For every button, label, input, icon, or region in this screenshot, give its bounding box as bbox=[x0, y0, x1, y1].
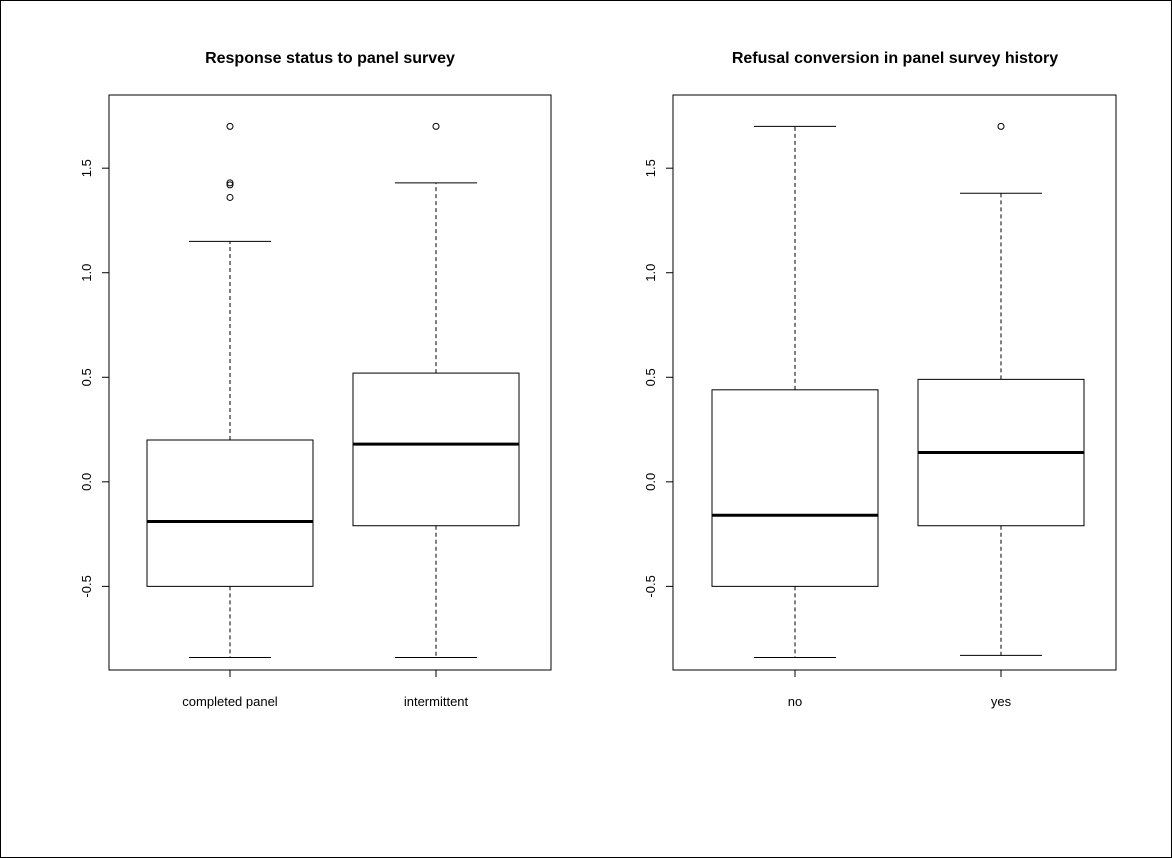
x-tick-label: no bbox=[788, 694, 802, 709]
plot-area-frame bbox=[108, 94, 552, 671]
outlier-point bbox=[226, 179, 234, 187]
chart-title-refusal-conversion: Refusal conversion in panel survey histo… bbox=[732, 50, 1058, 67]
box-completed-panel bbox=[146, 122, 314, 658]
box-intermittent bbox=[352, 122, 520, 658]
x-tick-label: completed panel bbox=[182, 694, 278, 709]
y-tick-label: 1.5 bbox=[79, 159, 94, 177]
interquartile-box bbox=[352, 372, 520, 527]
plot-area-frame bbox=[672, 94, 1117, 671]
outlier-point bbox=[226, 122, 234, 130]
x-tick-label: intermittent bbox=[404, 694, 469, 709]
x-tick-label: yes bbox=[991, 694, 1012, 709]
y-tick-label: -0.5 bbox=[643, 575, 658, 597]
y-tick-label: 0.5 bbox=[643, 368, 658, 386]
outlier-point bbox=[432, 122, 440, 130]
outlier-point bbox=[226, 193, 234, 201]
y-tick-label: -0.5 bbox=[79, 575, 94, 597]
panel-refusal-conversion: Refusal conversion in panel survey histo… bbox=[643, 50, 1117, 709]
outlier-point bbox=[997, 122, 1005, 130]
y-tick-label: 0.0 bbox=[643, 473, 658, 491]
y-tick-label: 1.5 bbox=[643, 159, 658, 177]
y-tick-label: 0.0 bbox=[79, 473, 94, 491]
outlier-point bbox=[226, 181, 234, 189]
y-tick-label: 1.0 bbox=[643, 264, 658, 282]
interquartile-box bbox=[711, 389, 879, 587]
panel-response-status: Response status to panel survey -0.5 0.0 0… bbox=[79, 50, 552, 709]
y-tick-label: 1.0 bbox=[79, 264, 94, 282]
chart-title-response-status: Response status to panel survey bbox=[205, 50, 455, 67]
box-yes bbox=[917, 122, 1085, 656]
y-tick-label: 0.5 bbox=[79, 368, 94, 386]
box-no bbox=[711, 125, 879, 658]
interquartile-box bbox=[146, 439, 314, 587]
